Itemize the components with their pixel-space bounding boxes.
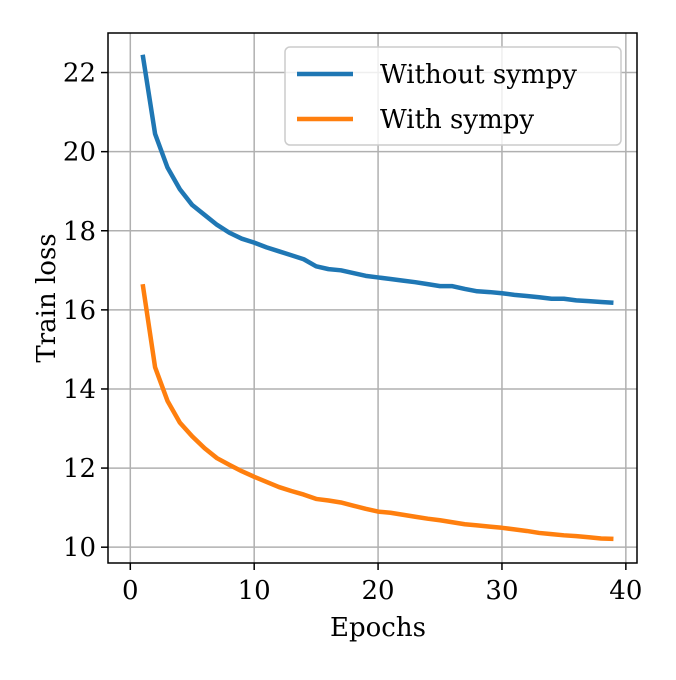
x-tick-label: 30 xyxy=(485,576,518,606)
plot-frame xyxy=(107,32,638,564)
y-tick-label: 22 xyxy=(63,59,96,89)
y-tick-label: 14 xyxy=(63,375,96,405)
x-tick-label: 10 xyxy=(238,576,271,606)
y-tick-label: 18 xyxy=(63,217,96,247)
y-tick-label: 16 xyxy=(63,296,96,326)
line xyxy=(140,54,614,305)
y-axis-label: Train loss xyxy=(32,233,62,362)
line xyxy=(140,283,614,542)
y-tick-label: 20 xyxy=(63,138,96,168)
legend-label: With sympy xyxy=(380,105,534,135)
x-tick-label: 0 xyxy=(122,576,139,606)
x-tick-label: 20 xyxy=(362,576,395,606)
legend-label: Without sympy xyxy=(380,60,577,90)
y-tick-label: 10 xyxy=(63,533,96,563)
x-tick-label: 40 xyxy=(609,576,642,606)
x-axis-label: Epochs xyxy=(330,613,426,643)
legend-box xyxy=(284,46,622,146)
y-tick-label: 12 xyxy=(63,454,96,484)
